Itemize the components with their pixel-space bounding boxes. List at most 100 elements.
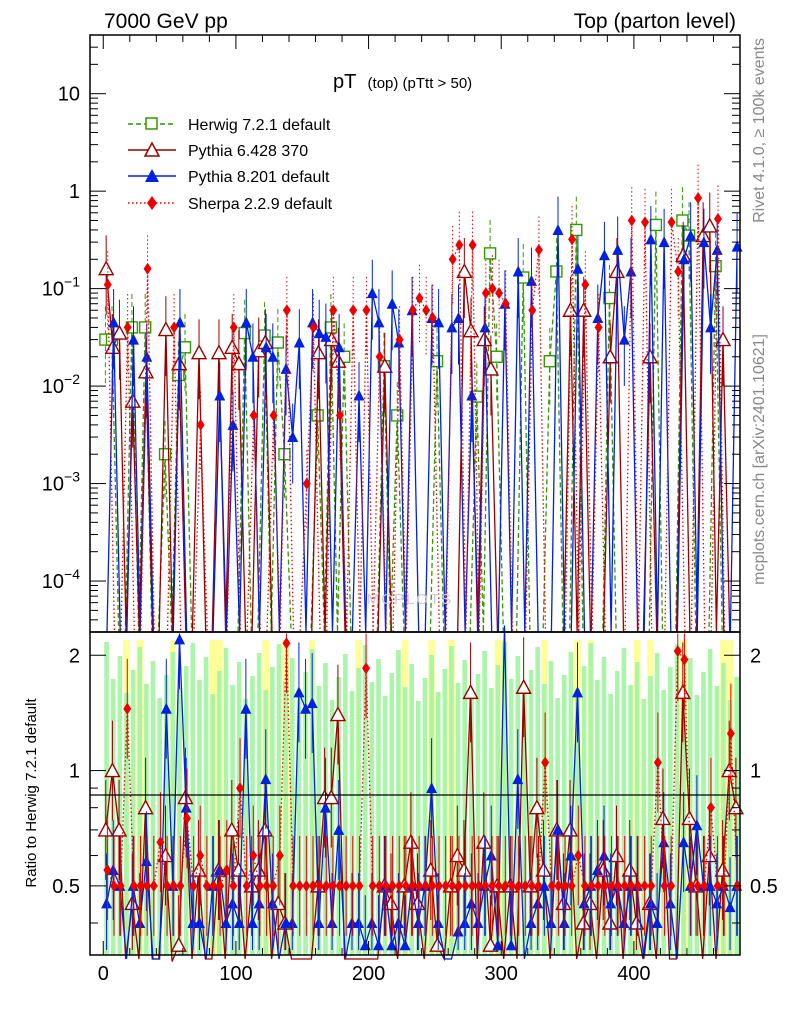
ratio-band-green [276, 644, 282, 955]
ratio-band-green [256, 653, 262, 955]
rivet-version-label: Rivet 4.1.0, ≥ 100k events [751, 38, 768, 223]
ratio-point-sherpa [388, 879, 397, 892]
ratio-band-green [137, 647, 143, 955]
ratio-point-sherpa [700, 879, 709, 892]
x-tick-label: 300 [485, 963, 518, 985]
ratio-point-pythia8 [253, 897, 265, 909]
data-point-sherpa [196, 418, 205, 431]
data-point-sherpa [581, 278, 590, 291]
legend-marker-filled-diamond [147, 196, 157, 210]
ratio-point-sherpa [262, 879, 271, 892]
ratio-point-sherpa [249, 849, 258, 862]
ratio-point-sherpa [302, 879, 311, 892]
ratio-point-pythia6 [601, 914, 619, 930]
ratio-point-sherpa [295, 879, 304, 892]
ratio-point-pythia8 [452, 925, 464, 937]
ratio-point-sherpa [594, 879, 603, 892]
y-tick-label: 10 [58, 84, 80, 106]
data-point-pythia8 [433, 316, 445, 328]
ratio-point-pythia8 [213, 864, 225, 876]
ratio-point-pythia8 [326, 916, 338, 928]
data-point-sherpa [335, 409, 344, 422]
ratio-point-pythia8 [426, 782, 438, 794]
legend-entry-pythia8: Pythia 8.201 default [128, 169, 330, 186]
ratio-band-green [163, 675, 169, 955]
ratio-band-green [177, 689, 182, 955]
ratio-point-sherpa [726, 727, 735, 740]
ratio-band-green [641, 699, 647, 955]
ratio-point-sherpa [481, 879, 490, 892]
ratio-point-sherpa [541, 756, 550, 769]
ratio-point-sherpa [322, 879, 331, 892]
data-point-herwig [324, 321, 338, 334]
ratio-point-sherpa [289, 879, 298, 892]
y-tick-label: 10−1 [42, 274, 80, 301]
data-point-pythia8 [373, 316, 385, 328]
ratio-point-pythia6 [528, 799, 546, 815]
data-point-sherpa [395, 333, 404, 346]
data-point-sherpa [428, 311, 437, 324]
data-point-pythia8 [592, 311, 604, 323]
data-point-pythia8 [174, 316, 186, 328]
ratio-point-sherpa [415, 879, 424, 892]
data-point-sherpa [455, 239, 464, 252]
data-point-herwig [483, 247, 497, 260]
ratio-point-pythia8 [618, 916, 630, 928]
plot-title-sub: (top) (pTtt > 50) [368, 75, 473, 92]
data-point-pythia8 [453, 311, 465, 323]
ratio-point-sherpa [222, 864, 231, 877]
x-tick-label: 200 [352, 963, 385, 985]
ratio-point-sherpa [428, 879, 437, 892]
data-point-pythia8 [572, 262, 584, 274]
ratio-y-axis: 0.5 0.5 1 1 2 2 [52, 645, 778, 924]
data-point-sherpa [495, 287, 504, 300]
legend-label-pythia6: Pythia 6.428 370 [188, 143, 308, 160]
ratio-band-green [270, 667, 275, 955]
ratio-tick-label: 0.5 [52, 876, 80, 898]
data-point-sherpa [594, 321, 603, 334]
ratio-point-pythia8 [678, 836, 690, 848]
ratio-point-pythia8 [545, 916, 557, 928]
data-point-pythia6 [157, 321, 175, 337]
header-process-label: Top (parton level) [574, 10, 736, 33]
data-point-sherpa [269, 409, 278, 422]
ratio-band-green [343, 654, 348, 955]
ratio-point-pythia8 [472, 916, 484, 928]
ratio-point-pythia8 [465, 897, 477, 909]
ratio-point-sherpa [395, 879, 404, 892]
ratio-band-green [674, 644, 680, 955]
ratio-band-green [701, 672, 706, 955]
ratio-point-pythia8 [101, 897, 113, 909]
ratio-point-sherpa [116, 879, 125, 892]
data-point-pythia8 [227, 418, 239, 430]
data-point-sherpa [103, 278, 112, 291]
data-point-pythia8 [705, 321, 717, 333]
ratio-point-pythia8 [160, 702, 172, 714]
ratio-tick-label-right: 1 [750, 761, 761, 783]
data-point-herwig [158, 448, 172, 461]
ratio-band-green [389, 673, 395, 955]
ratio-point-sherpa [315, 879, 324, 892]
data-point-pythia8 [353, 389, 365, 401]
ratio-point-pythia8 [664, 897, 676, 909]
ratio-point-sherpa [236, 782, 245, 795]
ratio-point-pythia6 [455, 861, 473, 877]
ratio-point-pythia8 [392, 916, 404, 928]
ratio-point-sherpa [706, 801, 715, 814]
ratio-band-green [362, 645, 368, 955]
data-point-sherpa [282, 304, 291, 317]
ratio-point-pythia6 [462, 683, 479, 700]
ratio-point-pythia8 [300, 702, 312, 714]
data-point-sherpa [674, 265, 683, 278]
data-point-pythia6 [224, 338, 241, 355]
ratio-point-sherpa [275, 849, 284, 862]
ratio-point-sherpa [501, 879, 510, 892]
ratio-band-green [110, 679, 116, 955]
ratio-point-sherpa [561, 879, 570, 892]
ratio-band-green [223, 648, 229, 955]
ratio-point-pythia8 [366, 916, 378, 928]
data-point-pythia8 [678, 253, 690, 265]
ratio-point-sherpa [255, 879, 264, 892]
ratio-band-green [475, 674, 481, 955]
ratio-point-sherpa [600, 879, 609, 892]
